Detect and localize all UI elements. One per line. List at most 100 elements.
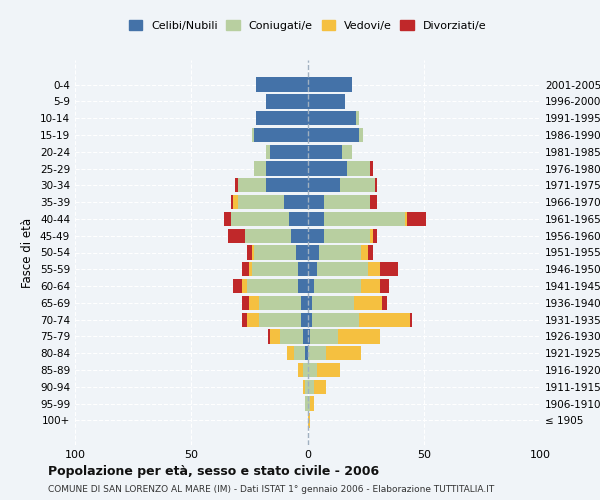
- Bar: [242, 296, 250, 310]
- Bar: [259, 312, 301, 327]
- Bar: [256, 78, 308, 92]
- Bar: [233, 195, 238, 210]
- Bar: [410, 312, 412, 327]
- Bar: [354, 296, 382, 310]
- Bar: [305, 380, 308, 394]
- Bar: [308, 195, 324, 210]
- Bar: [375, 178, 377, 192]
- Bar: [242, 312, 247, 327]
- Bar: [266, 94, 308, 108]
- Bar: [289, 212, 308, 226]
- Bar: [347, 162, 370, 175]
- Bar: [317, 363, 340, 377]
- Bar: [361, 279, 380, 293]
- Bar: [359, 312, 410, 327]
- Bar: [224, 212, 231, 226]
- Bar: [252, 128, 254, 142]
- Bar: [238, 178, 266, 192]
- Bar: [324, 212, 405, 226]
- Bar: [308, 330, 310, 344]
- Bar: [271, 330, 280, 344]
- Bar: [308, 413, 310, 428]
- Bar: [308, 262, 317, 276]
- Bar: [245, 228, 291, 243]
- Bar: [382, 296, 386, 310]
- Bar: [308, 228, 324, 243]
- Bar: [242, 262, 250, 276]
- Bar: [256, 111, 308, 126]
- Bar: [308, 279, 314, 293]
- Bar: [303, 363, 308, 377]
- Bar: [308, 296, 312, 310]
- Bar: [380, 262, 398, 276]
- Bar: [310, 330, 338, 344]
- Bar: [242, 279, 247, 293]
- Bar: [250, 262, 252, 276]
- Bar: [268, 330, 271, 344]
- Bar: [301, 312, 308, 327]
- Bar: [340, 178, 375, 192]
- Bar: [407, 212, 426, 226]
- Bar: [308, 363, 317, 377]
- Bar: [266, 162, 308, 175]
- Bar: [308, 178, 340, 192]
- Bar: [247, 246, 252, 260]
- Bar: [324, 228, 370, 243]
- Bar: [308, 111, 356, 126]
- Text: COMUNE DI SAN LORENZO AL MARE (IM) - Dati ISTAT 1° gennaio 2006 - Elaborazione T: COMUNE DI SAN LORENZO AL MARE (IM) - Dat…: [48, 485, 494, 494]
- Bar: [287, 346, 293, 360]
- Bar: [252, 246, 254, 260]
- Bar: [250, 296, 259, 310]
- Bar: [298, 363, 303, 377]
- Bar: [343, 144, 352, 159]
- Bar: [308, 144, 343, 159]
- Bar: [254, 162, 266, 175]
- Bar: [338, 330, 380, 344]
- Bar: [259, 296, 301, 310]
- Bar: [380, 279, 389, 293]
- Bar: [284, 195, 308, 210]
- Bar: [319, 246, 361, 260]
- Bar: [317, 262, 368, 276]
- Bar: [370, 195, 377, 210]
- Bar: [305, 396, 308, 410]
- Bar: [326, 346, 361, 360]
- Bar: [298, 279, 308, 293]
- Bar: [252, 262, 298, 276]
- Bar: [298, 262, 308, 276]
- Bar: [293, 346, 305, 360]
- Bar: [308, 396, 310, 410]
- Bar: [247, 279, 298, 293]
- Bar: [405, 212, 407, 226]
- Bar: [356, 111, 359, 126]
- Bar: [308, 162, 347, 175]
- Bar: [231, 195, 233, 210]
- Bar: [254, 128, 308, 142]
- Bar: [301, 296, 308, 310]
- Bar: [233, 279, 242, 293]
- Bar: [308, 380, 314, 394]
- Bar: [324, 195, 370, 210]
- Bar: [266, 144, 271, 159]
- Bar: [303, 380, 305, 394]
- Bar: [308, 312, 312, 327]
- Bar: [359, 128, 363, 142]
- Bar: [305, 346, 308, 360]
- Text: Popolazione per età, sesso e stato civile - 2006: Popolazione per età, sesso e stato civil…: [48, 465, 379, 478]
- Bar: [308, 94, 344, 108]
- Bar: [266, 178, 308, 192]
- Bar: [308, 212, 324, 226]
- Bar: [235, 178, 238, 192]
- Bar: [247, 312, 259, 327]
- Bar: [308, 78, 352, 92]
- Bar: [373, 228, 377, 243]
- Bar: [308, 346, 326, 360]
- Bar: [271, 144, 308, 159]
- Bar: [303, 330, 308, 344]
- Bar: [370, 228, 373, 243]
- Bar: [308, 128, 359, 142]
- Bar: [238, 195, 284, 210]
- Bar: [361, 246, 368, 260]
- Bar: [296, 246, 308, 260]
- Bar: [314, 380, 326, 394]
